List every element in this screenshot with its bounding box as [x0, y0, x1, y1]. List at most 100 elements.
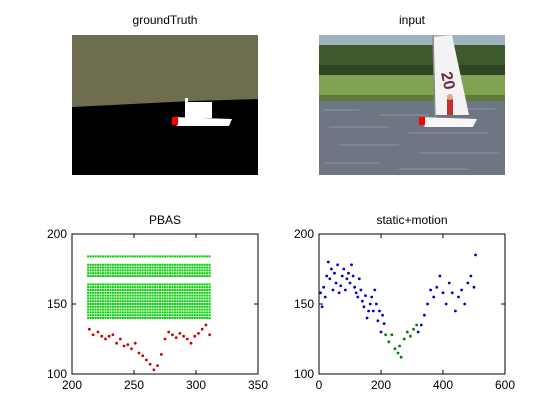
pbas-band-point — [141, 311, 144, 314]
pbas-band-point — [106, 266, 109, 269]
pbas-band-point — [141, 314, 144, 317]
pbas-band-point — [94, 275, 97, 277]
pbas-band-point — [146, 300, 149, 303]
pbas-band-point — [166, 269, 169, 272]
pbas-band-point — [183, 314, 186, 317]
pbas-band-point — [136, 317, 139, 319]
pbas-band-point — [121, 294, 124, 297]
pbas-band-point — [198, 308, 201, 311]
pbas-band-point — [188, 286, 191, 289]
pbas-band-point — [87, 286, 90, 289]
pbas-band-point — [183, 255, 186, 258]
pbas-band-point — [206, 255, 209, 258]
pbas-band-point — [183, 263, 186, 266]
input-sailor-head — [447, 94, 453, 100]
pbas-band-point — [154, 255, 157, 258]
pbas-band-point — [159, 263, 162, 266]
pbas-band-point — [89, 311, 92, 314]
pbas-band-point — [109, 294, 112, 297]
pbas-band-point — [109, 266, 112, 269]
pbas-band-point — [109, 317, 112, 319]
chart-0-series-0-point — [115, 341, 119, 345]
pbas-band-point — [97, 300, 100, 303]
pbas-band-point — [111, 291, 114, 294]
pbas-band-point — [104, 308, 107, 311]
chart-1-series-2-point — [396, 351, 400, 355]
chart-1-series-0-point — [371, 309, 375, 313]
pbas-band-point — [144, 303, 147, 305]
pbas-band-point — [164, 275, 166, 277]
pbas-band-point — [156, 300, 159, 303]
pbas-band-point — [111, 294, 114, 297]
pbas-band-point — [94, 272, 97, 275]
pbas-band-point — [134, 289, 137, 291]
pbas-band-point — [201, 263, 204, 266]
pbas-band-point — [164, 300, 166, 303]
pbas-band-point — [193, 308, 196, 311]
pbas-band-point — [106, 289, 109, 291]
pbas-band-point — [134, 263, 137, 266]
pbas-band-point — [201, 291, 204, 294]
chart-1-series-1-point — [469, 274, 473, 278]
chart-1-series-1-point — [432, 295, 436, 299]
pbas-band-point — [188, 317, 191, 319]
pbas-band-point — [171, 317, 174, 319]
pbas-band-point — [188, 308, 191, 311]
pbas-band-point — [144, 308, 147, 311]
pbas-band-point — [201, 275, 204, 277]
pbas-band-point — [146, 294, 149, 297]
pbas-band-point — [144, 300, 147, 303]
pbas-band-point — [186, 255, 189, 258]
pbas-band-point — [89, 317, 92, 319]
pbas-band-point — [208, 294, 211, 297]
pbas-band-point — [203, 317, 206, 319]
pbas-band-point — [168, 303, 171, 305]
pbas-band-point — [99, 314, 102, 317]
pbas-band-point — [104, 269, 107, 272]
pbas-band-point — [203, 275, 206, 277]
chart-1-series-2-point — [393, 347, 397, 351]
pbas-band-point — [171, 305, 174, 308]
pbas-band-point — [116, 294, 119, 297]
pbas-band-point — [144, 286, 147, 289]
pbas-band-point — [171, 311, 174, 314]
pbas-band-point — [154, 291, 157, 294]
chart-0-series-0-point — [193, 334, 197, 338]
pbas-band-point — [196, 272, 199, 275]
chart-1-series-0-point — [347, 271, 350, 275]
chart-0-series-0-point — [141, 354, 145, 358]
chart-1-series-0-point — [359, 288, 363, 292]
pbas-band-point — [186, 266, 189, 269]
pbas-band-point — [87, 266, 90, 269]
pbas-band-point — [116, 317, 119, 319]
pbas-band-point — [149, 275, 152, 277]
pbas-band-point — [186, 263, 189, 266]
pbas-band-point — [129, 275, 132, 277]
pbas-band-point — [201, 269, 204, 272]
pbas-band-point — [171, 272, 174, 275]
pbas-band-point — [186, 294, 189, 297]
pbas-band-point — [99, 291, 102, 294]
pbas-band-point — [141, 272, 144, 275]
pbas-band-point — [201, 308, 204, 311]
chart-1-series-1-point — [435, 285, 439, 289]
pbas-band-point — [87, 291, 90, 294]
chart-1-series-2-point — [405, 330, 409, 334]
pbas-band-point — [164, 303, 166, 305]
pbas-band-point — [104, 263, 107, 266]
pbas-band-point — [188, 300, 191, 303]
pbas-band-point — [171, 283, 174, 286]
pbas-band-point — [206, 283, 209, 286]
chart-0-series-0-point — [208, 333, 212, 337]
pbas-band-point — [159, 317, 162, 319]
pbas-band-point — [146, 308, 149, 311]
pbas-band-point — [97, 317, 100, 319]
chart-1-series-2-point — [402, 337, 406, 341]
pbas-band-point — [139, 289, 142, 291]
chart-1-series-0-point — [364, 294, 367, 297]
pbas-band-point — [124, 286, 127, 289]
pbas-band-point — [178, 289, 181, 291]
pbas-band-point — [161, 300, 164, 303]
pbas-band-point — [129, 305, 132, 308]
pbas-band-point — [206, 317, 209, 319]
